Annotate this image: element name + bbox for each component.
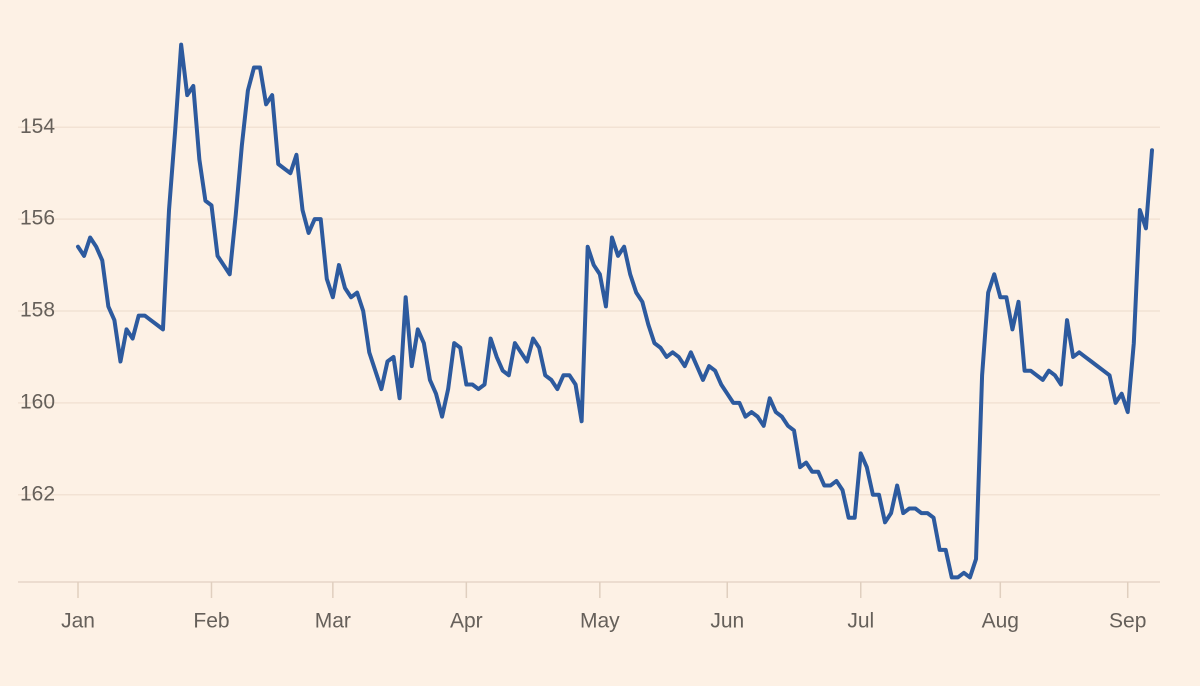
y-tick-label: 158	[20, 299, 55, 322]
x-tick-label: Jan	[61, 610, 95, 633]
x-tick-label: Apr	[450, 610, 483, 633]
x-tick-label: Mar	[315, 610, 351, 633]
x-tick-label: Jun	[710, 610, 744, 633]
x-tick-label: May	[580, 610, 620, 633]
x-tick-label: Jul	[847, 610, 874, 633]
x-tick-label: Feb	[193, 610, 229, 633]
x-tick-label: Aug	[982, 610, 1019, 633]
y-tick-label: 156	[20, 207, 55, 230]
x-tick-label: Sep	[1109, 610, 1146, 633]
y-tick-label: 160	[20, 390, 55, 413]
y-tick-label: 162	[20, 482, 55, 505]
y-tick-label: 154	[20, 115, 55, 138]
line	[76, 42, 1154, 580]
